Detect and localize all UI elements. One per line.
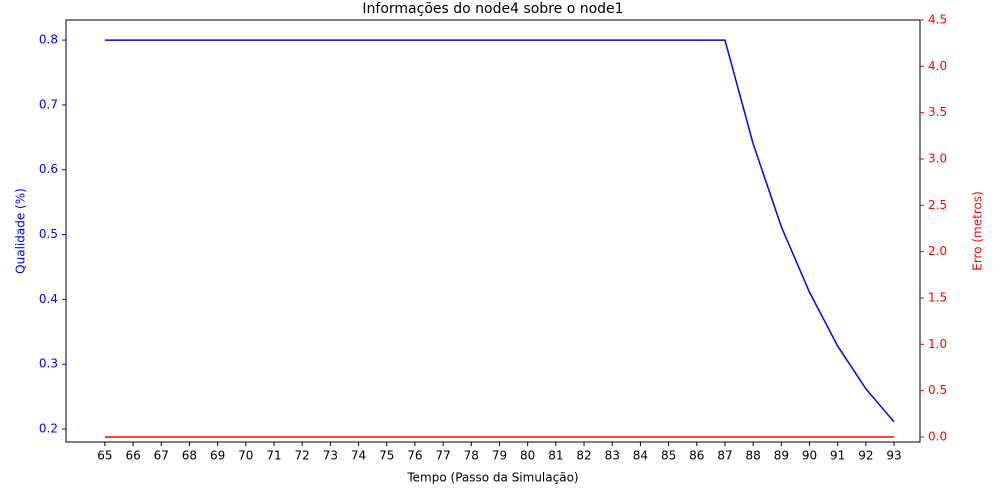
x-tick-label: 82: [576, 449, 591, 463]
x-tick-label: 75: [379, 449, 394, 463]
x-tick-label: 71: [266, 449, 281, 463]
y-tick-label: 0.7: [39, 97, 58, 111]
x-tick-label: 69: [210, 449, 225, 463]
y2-tick-label: 1.0: [928, 337, 947, 351]
y2-tick-label: 1.5: [928, 290, 947, 304]
x-tick-label: 76: [407, 449, 422, 463]
x-tick-label: 80: [520, 449, 535, 463]
x-tick-label: 72: [295, 449, 310, 463]
y-tick-label: 0.2: [39, 422, 58, 436]
x-tick-label: 88: [746, 449, 761, 463]
y-tick-label: 0.6: [39, 162, 58, 176]
y-axis-label: Qualidade (%): [14, 188, 28, 274]
y2-tick-label: 2.5: [928, 198, 947, 212]
y2-tick-label: 3.0: [928, 151, 947, 165]
y2-axis-label: Erro (metros): [971, 191, 985, 271]
x-tick-label: 91: [830, 449, 845, 463]
x-tick-label: 67: [154, 449, 169, 463]
plot-frame: [65, 19, 921, 443]
x-tick-label: 68: [182, 449, 197, 463]
x-tick-label: 85: [661, 449, 676, 463]
x-tick-label: 90: [802, 449, 817, 463]
x-tick-label: 65: [97, 449, 112, 463]
y-tick-label: 0.8: [39, 33, 58, 47]
y2-tick-label: 4.0: [928, 59, 947, 73]
x-tick-label: 86: [689, 449, 704, 463]
y-tick-label: 0.5: [39, 227, 58, 241]
x-tick-label: 89: [774, 449, 789, 463]
y-tick-label: 0.4: [39, 292, 58, 306]
x-tick-label: 78: [464, 449, 479, 463]
x-tick-label: 81: [548, 449, 563, 463]
x-tick-label: 92: [858, 449, 873, 463]
y2-tick-label: 4.5: [928, 13, 947, 27]
y2-tick-label: 0.0: [928, 429, 947, 443]
y2-tick-label: 3.5: [928, 105, 947, 119]
x-tick-label: 66: [125, 449, 140, 463]
x-tick-label: 77: [435, 449, 450, 463]
chart-title: Informações do node4 sobre o node1: [362, 1, 623, 17]
x-axis-label: Tempo (Passo da Simulação): [406, 471, 578, 485]
y2-tick-label: 0.5: [928, 383, 947, 397]
x-tick-label: 70: [238, 449, 253, 463]
x-tick-label: 79: [492, 449, 507, 463]
series-line: [104, 39, 895, 423]
x-tick-label: 93: [886, 449, 901, 463]
y2-tick-label: 2.0: [928, 244, 947, 258]
x-tick-label: 73: [323, 449, 338, 463]
y-tick-label: 0.3: [39, 357, 58, 371]
x-tick-label: 87: [717, 449, 732, 463]
x-tick-label: 84: [633, 449, 648, 463]
x-tick-label: 83: [605, 449, 620, 463]
x-tick-label: 74: [351, 449, 366, 463]
